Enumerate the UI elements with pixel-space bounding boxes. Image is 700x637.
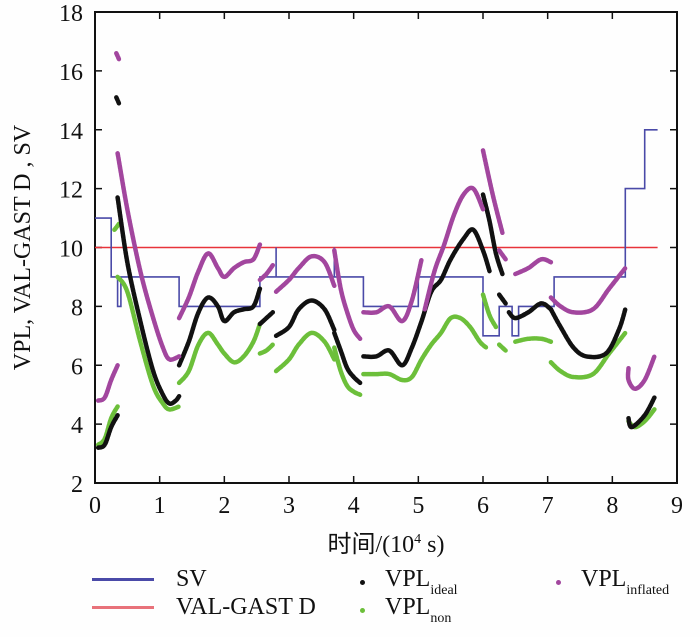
legend-item-val: VAL-GAST D <box>92 594 316 621</box>
x-axis-title-sup: 4 <box>414 532 421 547</box>
series-segment-ideal <box>332 330 363 386</box>
series-segment-non <box>115 274 182 412</box>
series-segment-ideal <box>273 298 337 339</box>
legend-item-sv: SV <box>92 566 207 593</box>
series-segment-ideal <box>496 292 508 306</box>
x-tick-label: 0 <box>89 493 101 519</box>
series-segment-non <box>496 342 508 353</box>
series-segment-inflated <box>361 257 424 324</box>
legend-label-val: VAL-GAST D <box>176 594 316 620</box>
y-tick-label: 18 <box>59 1 83 27</box>
series-segment-ideal <box>626 395 657 430</box>
y-tick-label: 6 <box>71 354 83 380</box>
series-line-sv <box>95 129 658 337</box>
x-tick-label: 1 <box>154 493 166 519</box>
series-segment-non <box>95 404 120 447</box>
series-segment-inflated <box>625 354 657 392</box>
series-inflated <box>95 50 657 403</box>
series-segment-ideal <box>95 413 120 450</box>
x-tick-label: 3 <box>283 493 295 519</box>
series-segment-non <box>112 221 122 233</box>
legend-item-ideal: VPLideal <box>360 566 458 599</box>
legend-label-ideal: VPL <box>385 566 431 592</box>
x-tick-label: 6 <box>477 493 489 519</box>
series-segment-inflated <box>176 242 263 321</box>
series-sv <box>95 129 658 337</box>
series-segment-non <box>332 345 363 397</box>
series-segment-ideal <box>480 192 505 277</box>
x-axis-title-suffix: s) <box>421 532 444 558</box>
x-axis-title-prefix: 时间/(10 <box>327 531 414 558</box>
series-segment-non <box>361 314 489 383</box>
y-axis-title: VPL, VAL-GAST D , SV <box>10 124 36 370</box>
series-segment-inflated <box>480 148 505 236</box>
legend-label-sv: SV <box>176 566 207 592</box>
legend-item-inflated: VPLinflated <box>556 566 669 599</box>
x-tick-label: 2 <box>218 493 230 519</box>
series-layer <box>95 50 658 450</box>
series-segment-ideal <box>548 307 628 360</box>
series-segment-inflated <box>513 256 554 277</box>
series-segment-non <box>273 330 337 374</box>
y-tick-label: 10 <box>59 237 83 263</box>
legend-sub-non: non <box>430 611 452 626</box>
series-segment-inflated <box>496 248 508 262</box>
x-tick-label: 8 <box>606 493 618 519</box>
series-segment-ideal <box>115 195 182 406</box>
series-segment-inflated <box>115 151 182 362</box>
series-segment-ideal <box>257 310 276 327</box>
y-tick-label: 14 <box>59 119 83 145</box>
series-segment-non <box>176 321 263 386</box>
legend-swatch-val <box>92 606 154 609</box>
legend-swatch-non <box>360 608 365 613</box>
x-tick-label: 4 <box>348 493 360 519</box>
series-segment-inflated <box>332 248 363 342</box>
legend-label-inflated: VPL <box>581 566 627 592</box>
series-segment-non <box>257 342 276 356</box>
x-axis-title: 时间/(104 s) <box>327 531 444 558</box>
series-ideal <box>95 95 657 450</box>
legend-label-non: VPL <box>385 594 431 620</box>
series-segment-inflated <box>257 262 276 283</box>
x-tick-label: 7 <box>542 493 554 519</box>
legend-swatch-sv <box>92 578 154 581</box>
series-segment-non <box>513 336 554 344</box>
series-segment-inflated <box>95 363 120 403</box>
series-non <box>95 221 657 447</box>
series-segment-inflated <box>114 50 122 62</box>
legend-swatch-ideal <box>360 580 365 585</box>
y-tick-label: 2 <box>71 472 83 498</box>
series-segment-ideal <box>114 95 122 106</box>
series-segment-ideal <box>506 301 554 321</box>
legend-sub-inflated: inflated <box>626 583 670 598</box>
legend-sub-ideal: ideal <box>430 583 458 598</box>
series-segment-inflated <box>273 253 337 294</box>
y-tick-label: 4 <box>71 413 83 439</box>
series-segment-inflated <box>422 185 486 312</box>
series-segment-inflated <box>548 265 628 315</box>
x-tick-label: 9 <box>671 493 683 519</box>
x-tick-label: 5 <box>412 493 424 519</box>
y-tick-label: 8 <box>71 295 83 321</box>
legend-item-non: VPLnon <box>360 594 451 627</box>
legend-swatch-inflated <box>556 580 561 585</box>
series-segment-non <box>480 292 499 330</box>
y-tick-label: 12 <box>59 178 83 204</box>
series-segment-ideal <box>176 286 263 368</box>
y-tick-label: 16 <box>59 60 83 86</box>
